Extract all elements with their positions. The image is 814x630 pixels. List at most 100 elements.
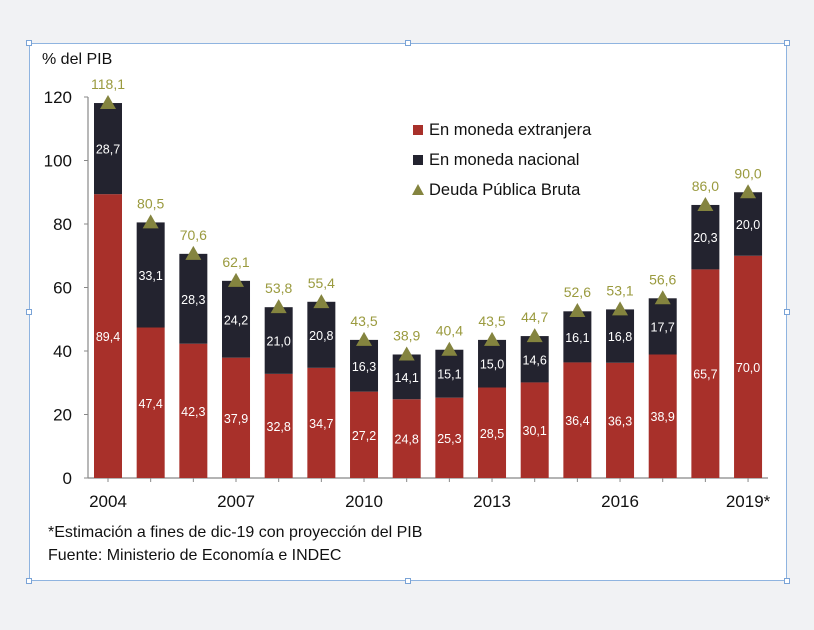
source-note: Fuente: Ministerio de Economía e INDEC xyxy=(48,547,342,564)
data-label-foreign: 24,8 xyxy=(395,433,419,447)
data-label-gross-debt: 43,5 xyxy=(478,313,505,329)
bar-foreign-currency xyxy=(392,399,421,478)
marker-gross-debt xyxy=(270,299,287,314)
data-label-gross-debt: 56,6 xyxy=(649,271,676,287)
marker-gross-debt xyxy=(313,294,330,309)
y-tick-label: 20 xyxy=(53,406,72,425)
resize-handle[interactable] xyxy=(26,309,32,315)
marker-gross-debt xyxy=(398,346,415,361)
bar-national-currency xyxy=(606,309,635,363)
resize-handle[interactable] xyxy=(405,578,411,584)
data-label-gross-debt: 118,1 xyxy=(91,76,125,92)
bar-national-currency xyxy=(350,339,379,392)
x-tick-label: 2010 xyxy=(345,492,383,511)
data-label-foreign: 25,3 xyxy=(437,432,461,446)
bar-foreign-currency xyxy=(222,357,251,478)
bar-national-currency xyxy=(563,311,592,363)
x-tick-label: 2013 xyxy=(473,492,511,511)
bar-national-currency xyxy=(136,222,165,328)
resize-handle[interactable] xyxy=(784,40,790,46)
data-label-gross-debt: 38,9 xyxy=(393,327,420,343)
data-label-national: 14,1 xyxy=(395,371,419,385)
marker-gross-debt xyxy=(228,272,245,287)
data-label-foreign: 37,9 xyxy=(224,412,248,426)
data-label-national: 17,7 xyxy=(651,320,675,334)
data-label-gross-debt: 70,6 xyxy=(180,227,207,243)
marker-gross-debt xyxy=(484,331,501,346)
data-label-foreign: 65,7 xyxy=(693,368,717,382)
data-label-gross-debt: 90,0 xyxy=(734,165,761,181)
x-tick-label: 2019* xyxy=(726,492,771,511)
bar-foreign-currency xyxy=(94,194,122,478)
data-label-foreign: 42,3 xyxy=(181,405,205,419)
data-label-gross-debt: 43,5 xyxy=(350,313,377,329)
data-label-gross-debt: 55,4 xyxy=(308,275,335,291)
bar-foreign-currency xyxy=(563,362,592,478)
marker-gross-debt xyxy=(740,184,757,199)
data-label-national: 21,0 xyxy=(267,335,291,349)
bar-national-currency xyxy=(648,298,677,355)
data-label-national: 28,3 xyxy=(181,293,205,307)
bar-national-currency xyxy=(520,336,549,383)
marker-gross-debt xyxy=(356,331,373,346)
data-label-national: 16,8 xyxy=(608,330,632,344)
data-label-national: 20,8 xyxy=(309,329,333,343)
data-label-gross-debt: 52,6 xyxy=(564,284,591,300)
data-label-national: 24,2 xyxy=(224,313,248,327)
data-label-national: 16,1 xyxy=(565,331,589,345)
resize-handle[interactable] xyxy=(26,578,32,584)
data-label-foreign: 89,4 xyxy=(96,330,120,344)
y-tick-label: 80 xyxy=(53,215,72,234)
data-label-national: 16,3 xyxy=(352,360,376,374)
resize-handle[interactable] xyxy=(405,40,411,46)
bar-foreign-currency xyxy=(648,354,677,478)
legend-marker-gross-debt xyxy=(412,184,424,195)
marker-gross-debt xyxy=(142,214,159,229)
resize-handle[interactable] xyxy=(26,40,32,46)
bar-national-currency xyxy=(264,307,293,374)
bar-national-currency xyxy=(435,349,464,398)
data-label-gross-debt: 53,1 xyxy=(606,282,633,298)
y-tick-label: 0 xyxy=(63,469,72,488)
x-tick-label: 2004 xyxy=(89,492,127,511)
data-label-gross-debt: 80,5 xyxy=(137,195,164,211)
data-label-foreign: 27,2 xyxy=(352,429,376,443)
marker-gross-debt xyxy=(612,301,629,316)
data-label-foreign: 38,9 xyxy=(651,410,675,424)
bar-foreign-currency xyxy=(264,373,293,478)
data-label-gross-debt: 40,4 xyxy=(436,323,463,339)
marker-gross-debt xyxy=(441,341,458,356)
data-label-foreign: 70,0 xyxy=(736,361,760,375)
legend-swatch-foreign xyxy=(413,125,423,135)
x-tick-label: 2007 xyxy=(217,492,255,511)
legend-label-foreign: En moneda extranjera xyxy=(429,121,592,139)
bar-foreign-currency xyxy=(307,367,336,478)
data-label-foreign: 32,8 xyxy=(267,420,291,434)
data-label-foreign: 30,1 xyxy=(523,424,547,438)
data-label-gross-debt: 53,8 xyxy=(265,280,292,296)
bar-national-currency xyxy=(222,280,251,358)
marker-gross-debt xyxy=(185,245,202,260)
bar-foreign-currency xyxy=(350,391,379,478)
marker-gross-debt xyxy=(569,302,586,317)
bar-national-currency xyxy=(734,192,763,256)
y-tick-label: 120 xyxy=(44,88,72,107)
data-label-national: 28,7 xyxy=(96,143,120,157)
y-axis-label: % del PIB xyxy=(42,51,112,68)
y-tick-label: 40 xyxy=(53,342,72,361)
data-label-foreign: 28,5 xyxy=(480,427,504,441)
bar-foreign-currency xyxy=(136,327,165,478)
data-label-gross-debt: 86,0 xyxy=(692,178,719,194)
legend-label-national: En moneda nacional xyxy=(429,151,579,169)
data-label-national: 15,1 xyxy=(437,368,461,382)
resize-handle[interactable] xyxy=(784,309,790,315)
bar-foreign-currency xyxy=(478,387,507,478)
data-label-national: 20,0 xyxy=(736,218,760,232)
bar-foreign-currency xyxy=(520,382,549,478)
resize-handle[interactable] xyxy=(784,578,790,584)
legend-label-gross-debt: Deuda Pública Bruta xyxy=(429,181,581,199)
marker-gross-debt xyxy=(100,95,116,110)
data-label-gross-debt: 62,1 xyxy=(222,254,249,270)
bar-foreign-currency xyxy=(734,255,763,478)
